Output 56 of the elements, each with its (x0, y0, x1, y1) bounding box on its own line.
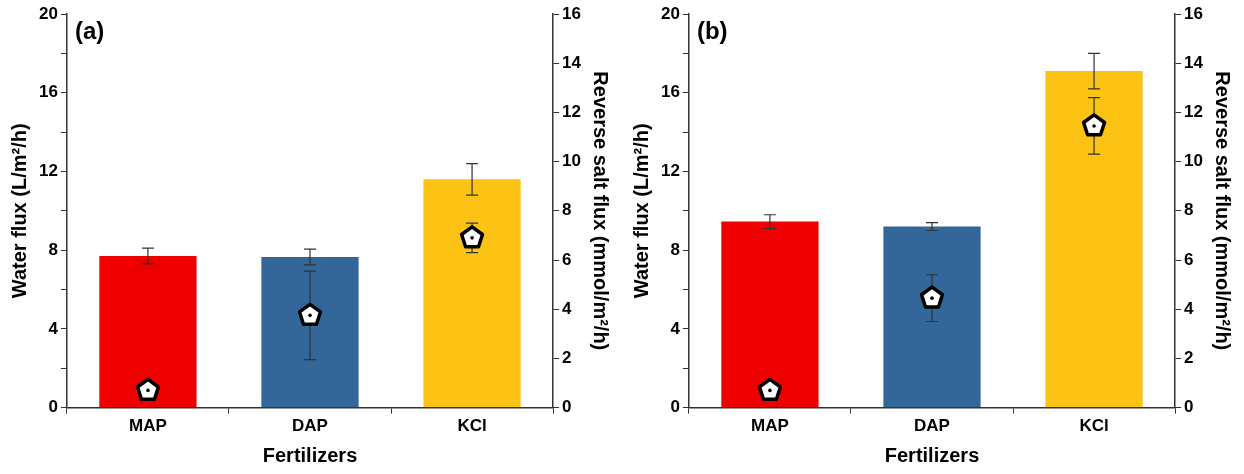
y2-axis-title: Reverse salt flux (mmol/m²/h) (1212, 71, 1235, 351)
bar (1045, 71, 1143, 408)
y-tick-label: 20 (38, 3, 58, 23)
y2-tick-label: 16 (1184, 3, 1204, 23)
y-tick-label: 16 (38, 82, 58, 102)
y-tick-label: 12 (38, 161, 58, 181)
y2-axis-title: Reverse salt flux (mmol/m²/h) (590, 71, 613, 351)
point (297, 302, 323, 326)
y-tick-label: 8 (48, 239, 58, 259)
x-tick-label: DAP (292, 416, 328, 436)
bar (883, 226, 981, 408)
x-tick-label: DAP (914, 416, 950, 436)
x-tick-label: MAP (751, 416, 789, 436)
y2-tick-label: 6 (562, 249, 572, 269)
y2-tick-label: 8 (562, 200, 572, 220)
y2-tick-label: 10 (562, 151, 582, 171)
y-tick-label: 20 (660, 3, 680, 23)
y2-tick-label: 14 (1184, 52, 1204, 72)
y-tick-label: 8 (670, 239, 680, 259)
y-tick-label: 4 (48, 318, 59, 338)
y2-tick-label: 6 (1184, 249, 1194, 269)
y-axis-title: Water flux (L/m²/h) (629, 123, 652, 299)
y2-tick-label: 2 (1184, 348, 1194, 368)
x-axis-title: Fertilizers (884, 443, 980, 466)
y2-tick-label: 8 (1184, 200, 1194, 220)
x-tick-label: MAP (129, 416, 167, 436)
chart-title: (a) (74, 16, 105, 44)
bar (721, 221, 819, 408)
y2-tick-label: 4 (1184, 298, 1195, 318)
y2-tick-label: 16 (562, 3, 582, 23)
bar (261, 257, 359, 408)
y-tick-label: 12 (660, 161, 680, 181)
point (459, 225, 485, 249)
y2-tick-label: 0 (562, 397, 572, 417)
y-tick-label: 16 (660, 82, 680, 102)
y2-tick-label: 10 (1184, 151, 1204, 171)
point (1081, 113, 1107, 137)
point (919, 285, 945, 309)
point (757, 377, 783, 402)
x-axis-title: Fertilizers (262, 443, 358, 466)
bar (423, 179, 521, 408)
bar (99, 256, 197, 408)
point (135, 377, 161, 402)
x-tick-label: KCl (457, 416, 487, 436)
y-tick-label: 0 (48, 397, 58, 417)
y-axis-title: Water flux (L/m²/h) (7, 123, 30, 299)
x-tick-label: KCl (1079, 416, 1109, 436)
y2-tick-label: 2 (562, 348, 572, 368)
y-tick-label: 0 (670, 397, 680, 417)
y2-tick-label: 12 (1184, 102, 1204, 122)
y-tick-label: 4 (670, 318, 681, 338)
y2-tick-label: 12 (562, 102, 582, 122)
y2-tick-label: 14 (562, 52, 582, 72)
y2-tick-label: 4 (562, 298, 573, 318)
y2-tick-label: 0 (1184, 397, 1194, 417)
chart-title: (b) (696, 16, 728, 44)
